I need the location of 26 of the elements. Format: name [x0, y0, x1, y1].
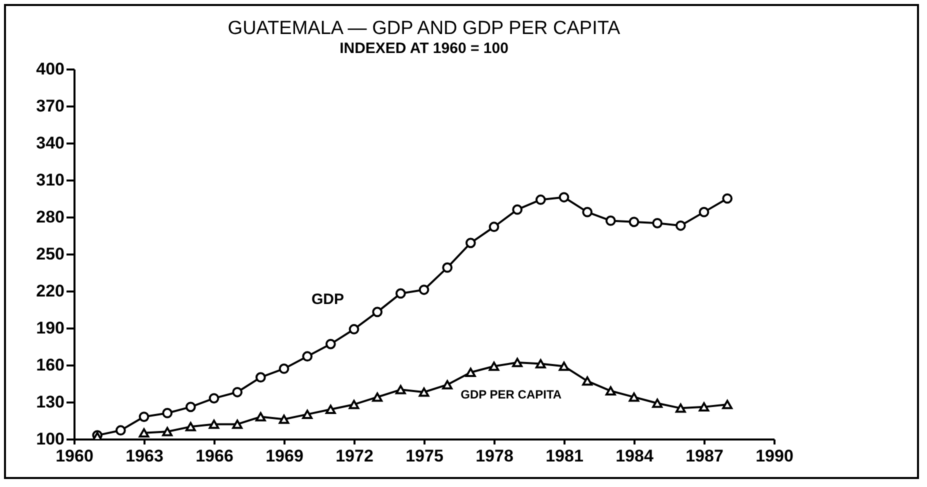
x-tick-label: 1978 — [476, 446, 514, 466]
chart-subtitle: INDEXED AT 1960 = 100 — [340, 40, 508, 57]
x-tick-label: 1969 — [266, 446, 304, 466]
y-tick-label: 130 — [36, 392, 64, 412]
x-tick-label: 1984 — [616, 446, 654, 466]
y-tick-label: 250 — [36, 244, 64, 264]
chart-title: GUATEMALA — GDP AND GDP PER CAPITA — [228, 18, 621, 39]
series-label: GDP PER CAPITA — [460, 387, 562, 402]
x-tick-label: 1960 — [56, 446, 94, 466]
y-tick-label: 400 — [36, 60, 64, 78]
x-tick-label: 1987 — [686, 446, 724, 466]
y-tick-label: 100 — [36, 430, 64, 448]
y-tick-label: 310 — [36, 170, 64, 190]
x-tick-label: 1975 — [406, 446, 444, 466]
y-tick-label: 190 — [36, 318, 64, 338]
x-tick-label: 1972 — [336, 446, 374, 466]
x-tick-label: 1963 — [126, 446, 164, 466]
x-tick-label: 1966 — [196, 446, 234, 466]
x-tick-label: 1981 — [546, 446, 584, 466]
y-tick-label: 220 — [36, 282, 64, 300]
y-tick-label: 370 — [36, 96, 64, 116]
series-label: GDP — [311, 291, 344, 308]
y-tick-label: 280 — [36, 208, 64, 226]
x-tick-label: 1990 — [756, 446, 794, 466]
y-tick-label: 160 — [36, 356, 64, 374]
y-tick-label: 340 — [36, 134, 64, 152]
